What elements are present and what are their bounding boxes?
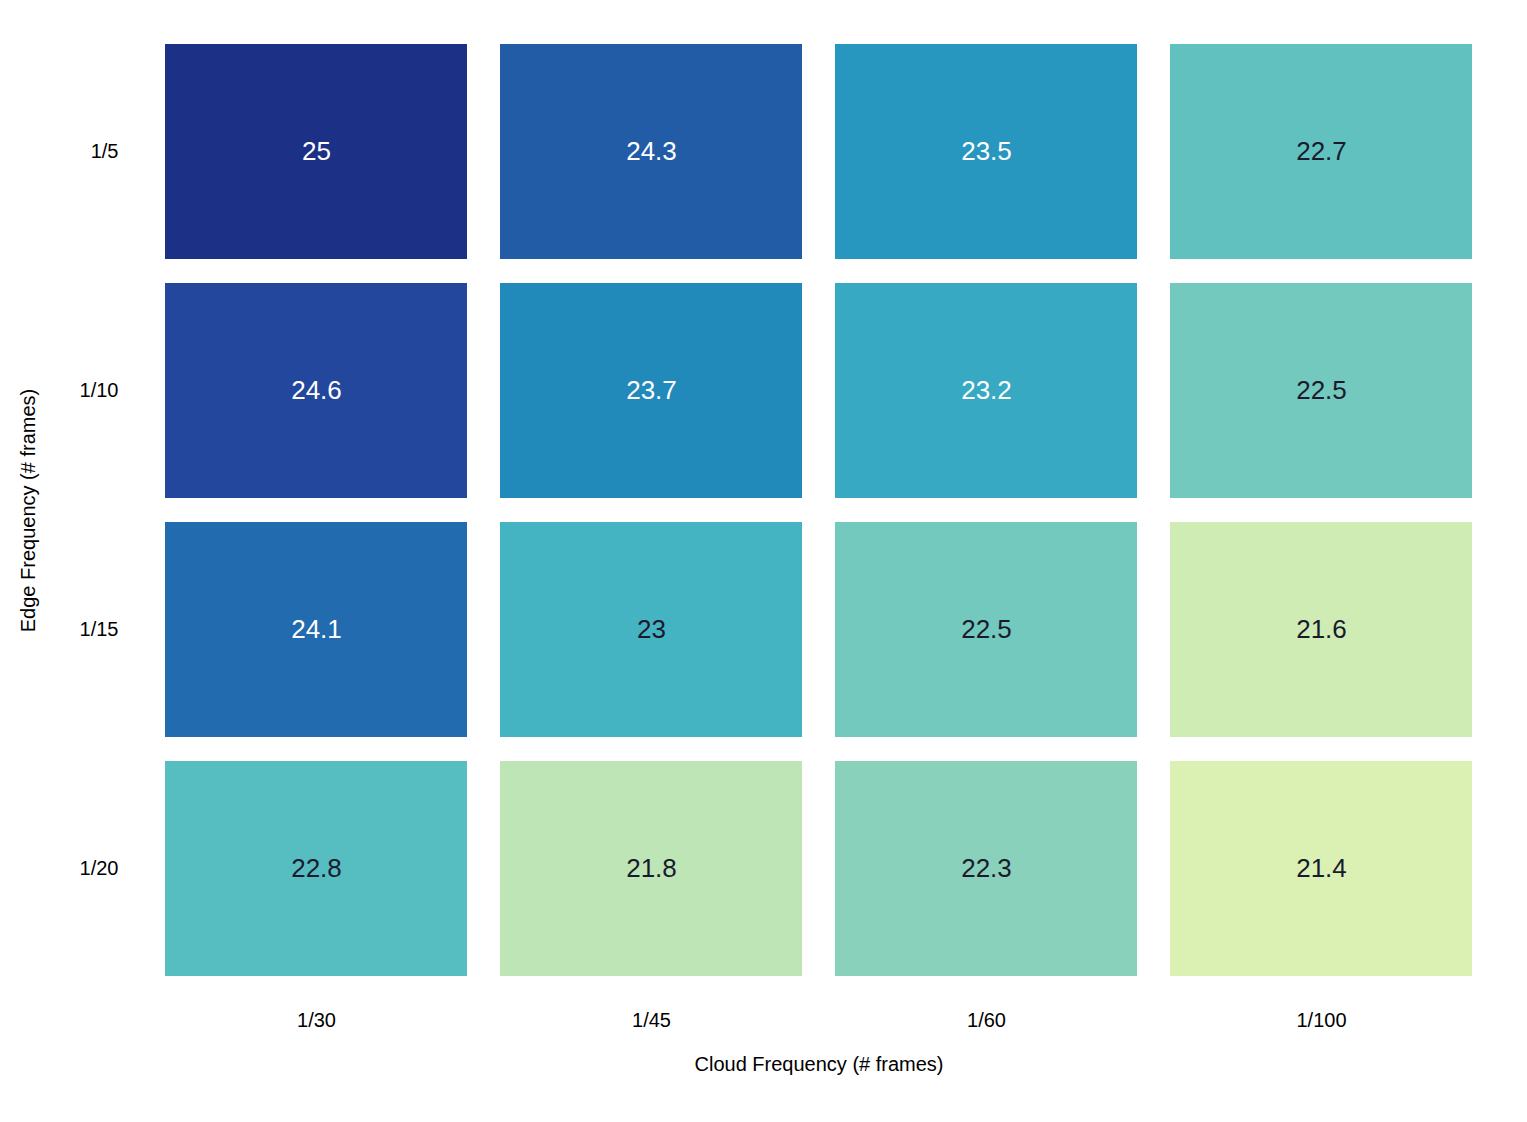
svg-text:21.8: 21.8 [626,853,677,883]
svg-text:24.3: 24.3 [626,136,677,166]
svg-text:23.5: 23.5 [961,136,1012,166]
svg-text:1/5: 1/5 [91,140,119,162]
svg-text:1/100: 1/100 [1296,1009,1346,1031]
svg-text:23.7: 23.7 [626,375,677,405]
svg-text:1/60: 1/60 [967,1009,1006,1031]
svg-text:24.6: 24.6 [291,375,342,405]
svg-text:25: 25 [302,136,331,166]
svg-text:23.2: 23.2 [961,375,1012,405]
svg-text:22.5: 22.5 [1296,375,1347,405]
svg-text:22.5: 22.5 [961,614,1012,644]
svg-text:1/15: 1/15 [80,618,119,640]
svg-text:21.4: 21.4 [1296,853,1347,883]
svg-text:23: 23 [637,614,666,644]
svg-text:24.1: 24.1 [291,614,342,644]
svg-text:Edge Frequency (# frames): Edge Frequency (# frames) [17,389,39,632]
svg-text:22.3: 22.3 [961,853,1012,883]
svg-text:1/30: 1/30 [297,1009,336,1031]
svg-text:22.7: 22.7 [1296,136,1347,166]
svg-text:22.8: 22.8 [291,853,342,883]
svg-text:1/45: 1/45 [632,1009,671,1031]
svg-text:1/10: 1/10 [80,379,119,401]
svg-text:Cloud Frequency (# frames): Cloud Frequency (# frames) [695,1053,944,1075]
svg-text:21.6: 21.6 [1296,614,1347,644]
svg-text:1/20: 1/20 [80,857,119,879]
